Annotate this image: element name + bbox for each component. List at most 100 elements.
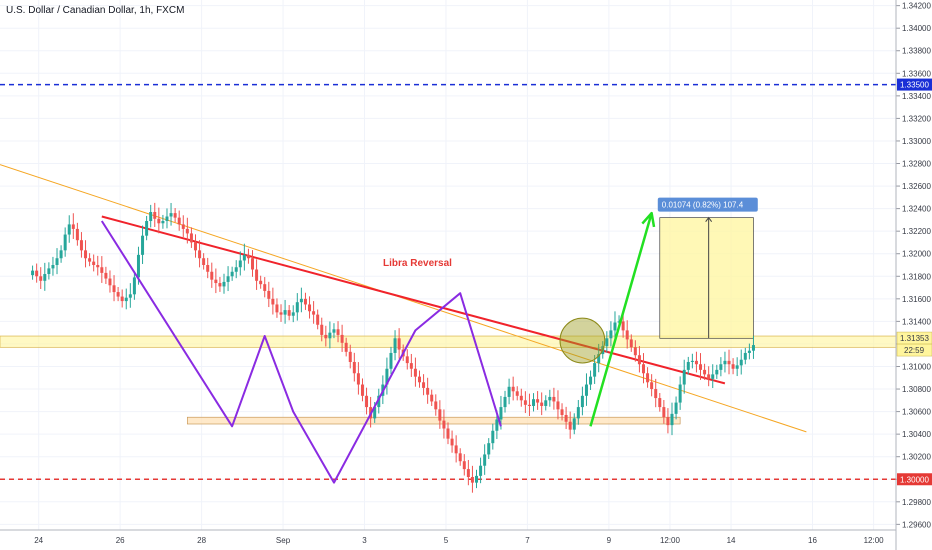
candle-body (678, 384, 682, 403)
candle-body (202, 258, 206, 265)
last-price-label: 1.31353 (900, 334, 929, 343)
candle-body (613, 322, 617, 331)
candle-body (267, 290, 271, 299)
candle-body (63, 234, 67, 251)
candle-body (251, 258, 255, 270)
candle-body (715, 369, 719, 375)
candle-body (35, 270, 39, 277)
candle-body (454, 445, 458, 454)
x-tick-label: 7 (525, 536, 530, 545)
candle-body (727, 360, 731, 365)
candle-body (597, 354, 601, 364)
candle-body (181, 224, 185, 229)
candle-body (491, 430, 495, 444)
candle-body (438, 409, 442, 421)
candle-body (560, 409, 564, 415)
candle-body (128, 294, 132, 298)
x-tick-label: Sep (276, 536, 291, 545)
candle-body (230, 271, 234, 277)
y-tick-label: 1.33800 (902, 47, 931, 56)
candle-body (466, 469, 470, 477)
candle-body (564, 414, 568, 422)
candle-body (625, 330, 629, 340)
candle-body (39, 276, 43, 281)
target-arrow-head (641, 211, 656, 228)
level-label-1: 1.30000 (900, 475, 929, 484)
candle-body (299, 298, 303, 303)
candle-body (552, 396, 556, 402)
candle-body (621, 321, 625, 331)
candle-body (344, 342, 348, 352)
candle-body (442, 420, 446, 429)
countdown-badge (896, 343, 932, 357)
candle-body (141, 235, 145, 255)
y-tick-label: 1.33400 (902, 92, 931, 101)
measure-label-box (657, 197, 758, 212)
candle-body (116, 292, 120, 297)
x-tick-label: 12:00 (864, 536, 885, 545)
candle-body (100, 267, 104, 273)
candle-body (707, 374, 711, 379)
candle-body (365, 395, 369, 408)
candle-body (352, 361, 356, 374)
target-arrow (589, 212, 653, 427)
candle-body (242, 254, 246, 261)
y-tick-label: 1.32800 (902, 160, 931, 169)
candle-body (43, 274, 47, 281)
pattern-line (100, 220, 502, 484)
candle-body (686, 361, 690, 370)
candle-body (544, 400, 548, 406)
candle-body (234, 267, 238, 272)
candle-body (699, 364, 703, 370)
candle-body (316, 314, 320, 325)
candle-body (348, 351, 352, 362)
candle-body (422, 382, 426, 388)
candle-body (658, 398, 662, 408)
candle-body (71, 224, 75, 229)
candle-body (255, 269, 259, 281)
candle-body (527, 404, 531, 406)
patterns-layer (100, 211, 656, 484)
candle-body (340, 334, 344, 343)
candle-body (149, 212, 153, 222)
candle-body (751, 345, 755, 351)
candle-body (475, 475, 479, 483)
candle-body (434, 401, 438, 410)
candle-body (112, 285, 116, 293)
x-tick-label: 9 (607, 536, 612, 545)
candle-body (108, 278, 112, 286)
candle-body (536, 399, 540, 403)
candle-body (540, 402, 544, 406)
candle-body (743, 352, 747, 360)
candle-body (409, 363, 413, 369)
candle-body (568, 421, 572, 430)
red-trendline (101, 215, 726, 385)
candle-body (324, 334, 328, 339)
y-tick-label: 1.30800 (902, 385, 931, 394)
candle-body (246, 254, 250, 259)
breakout-circle (559, 317, 606, 364)
candle-body (275, 304, 279, 313)
candle-body (495, 419, 499, 431)
candle-body (637, 355, 641, 365)
candle-body (356, 373, 360, 385)
candle-body (739, 359, 743, 366)
y-tick-label: 1.33200 (902, 114, 931, 123)
candle-body (690, 360, 694, 362)
candle-body (641, 364, 645, 374)
candle-body (674, 402, 678, 414)
candle-body (580, 395, 584, 408)
candle-body (389, 352, 393, 369)
candle-body (670, 413, 674, 426)
candle-body (198, 250, 202, 259)
zones-layer (0, 217, 897, 425)
candle-body (617, 321, 621, 323)
y-tick-label: 1.30400 (902, 430, 931, 439)
candle-body (136, 254, 140, 278)
candle-body (605, 338, 609, 347)
candle-body (88, 258, 92, 262)
candle-body (646, 373, 650, 383)
measure-label: 0.01074 (0.82%) 107.4 (662, 201, 744, 210)
candle-body (320, 324, 324, 335)
